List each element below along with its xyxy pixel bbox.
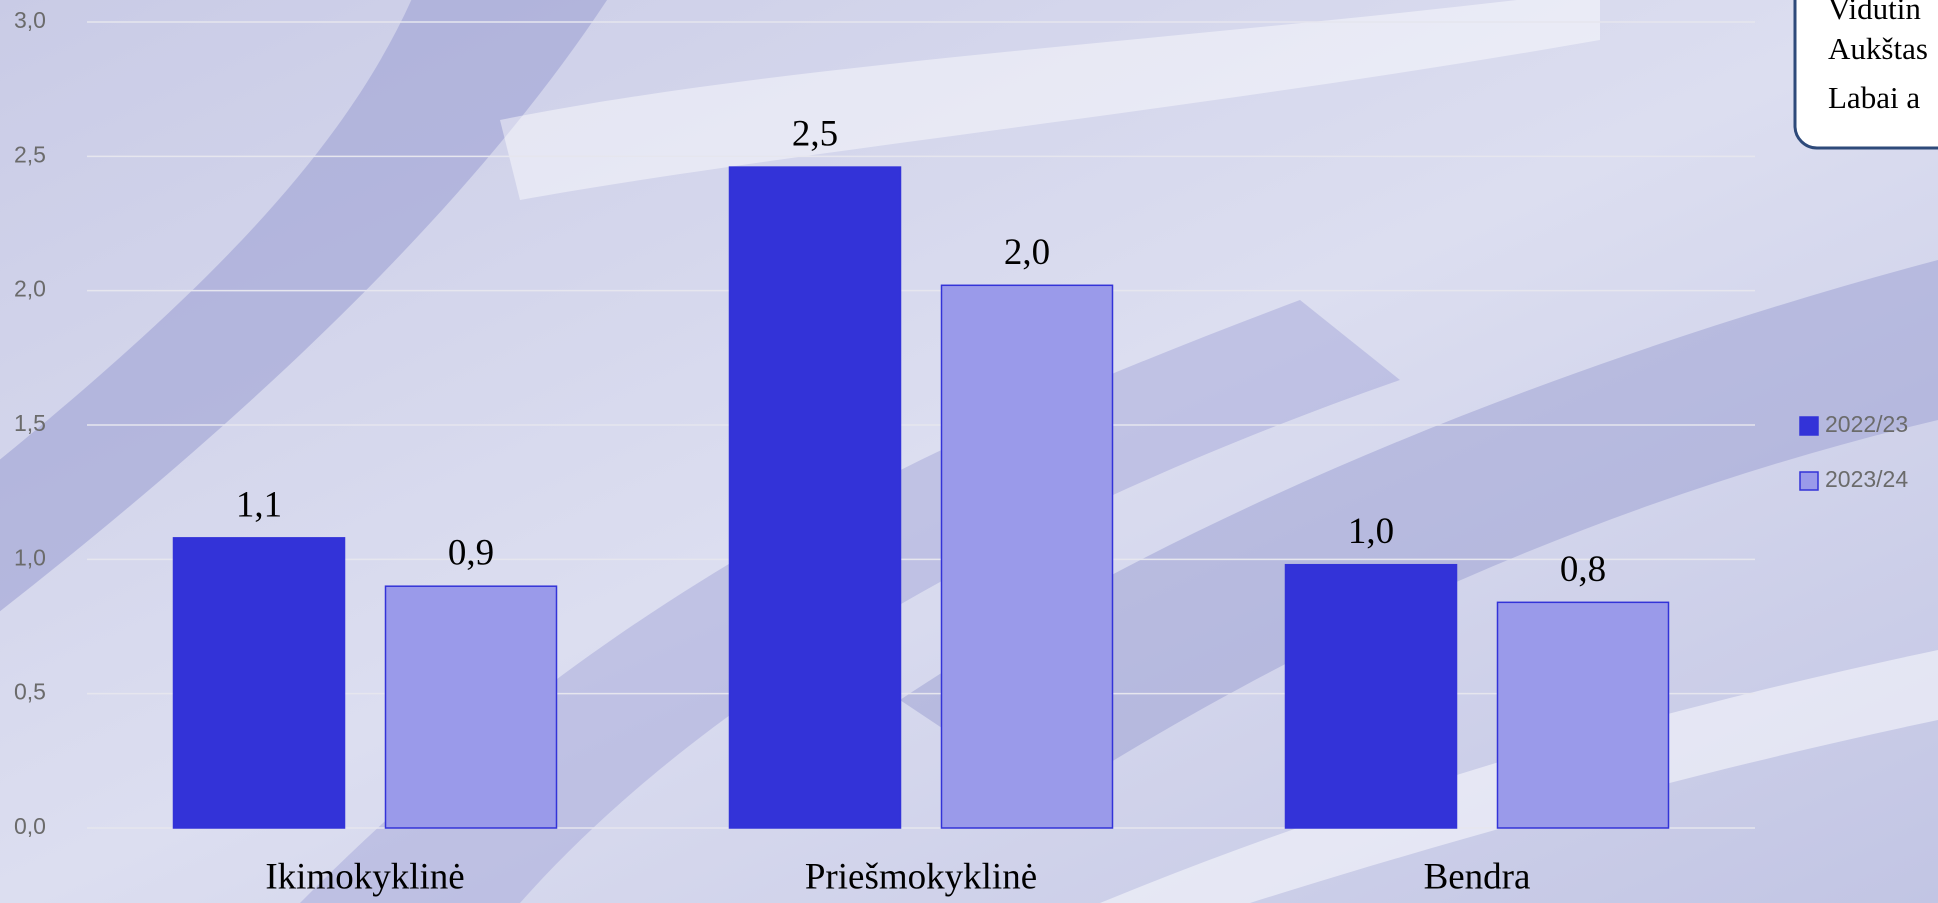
- data-label: 0,9: [448, 533, 494, 574]
- annotation: Aukštas: [1828, 31, 1928, 66]
- legend-swatch: [1799, 471, 1819, 491]
- y-tick-label: 1,5: [14, 410, 46, 436]
- y-tick-label: 0,0: [14, 813, 46, 839]
- bar: [172, 537, 346, 829]
- bar: [384, 585, 558, 829]
- x-tick-label: Ikimokyklinė: [265, 856, 464, 897]
- bar: [728, 166, 902, 829]
- bar: [1496, 601, 1670, 829]
- y-tick-label: 1,0: [14, 544, 46, 570]
- annotation: Vidutin: [1828, 0, 1921, 26]
- legend-swatch: [1799, 416, 1819, 436]
- legend-label: 2023/24: [1825, 466, 1908, 492]
- data-label: 0,8: [1560, 549, 1606, 590]
- y-tick-label: 2,5: [14, 141, 46, 167]
- bar: [1284, 563, 1458, 829]
- y-tick-label: 2,0: [14, 276, 46, 302]
- x-tick-label: Priešmokyklinė: [805, 856, 1037, 897]
- annotation: Labai a: [1828, 80, 1920, 115]
- legend-label: 2022/23: [1825, 411, 1908, 437]
- y-tick-label: 0,5: [14, 679, 46, 705]
- data-label: 1,0: [1348, 511, 1394, 552]
- y-tick-label: 3,0: [14, 7, 46, 33]
- data-label: 2,5: [792, 114, 838, 155]
- bar: [940, 284, 1114, 829]
- x-tick-label: Bendra: [1424, 856, 1531, 897]
- data-label: 1,1: [236, 484, 282, 525]
- annotation-box: Vidutin Aukštas Labai a: [1793, 0, 1938, 150]
- data-label: 2,0: [1004, 232, 1050, 273]
